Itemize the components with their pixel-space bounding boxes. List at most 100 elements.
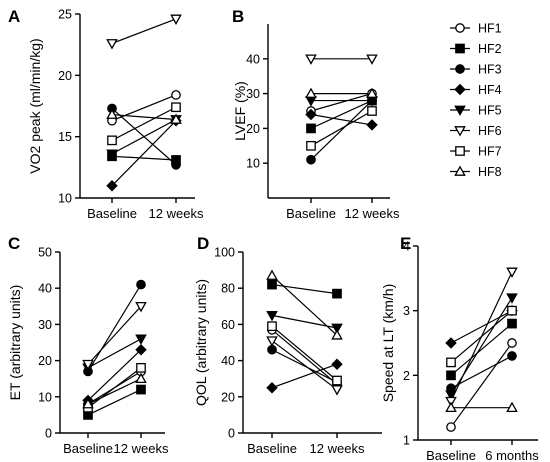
data-point-hf3 (306, 154, 316, 165)
x-category-label: Baseline (286, 206, 336, 221)
panel-letter: B (232, 7, 244, 26)
data-point-hf4 (106, 180, 118, 192)
y-tick-label: 30 (246, 87, 260, 101)
y-tick-label: 60 (221, 318, 235, 332)
series-line-hf8 (111, 113, 177, 121)
series-line-hf3 (271, 349, 338, 383)
data-point-hf1 (446, 422, 456, 432)
panel-c: C 0 10 20 30 40 50 Baseline 12 weeks ET (arbitrar… (7, 234, 169, 456)
x-category-label: 6 months (485, 448, 539, 462)
data-point-hf4 (445, 337, 457, 349)
data-point-hf4 (366, 119, 378, 131)
panel-b: B 10 20 30 40 Baseline 12 weeks LVEF (%) (232, 7, 400, 221)
y-tick-label: 30 (38, 318, 52, 332)
series-line-hf8 (87, 378, 142, 405)
data-point-hf7 (306, 140, 316, 151)
series-line-hf6 (87, 305, 142, 365)
legend-marker-hf1 (455, 23, 465, 33)
data-point-hf7 (332, 375, 342, 386)
series-line-hf4 (87, 349, 142, 401)
series-line-hf2 (271, 283, 338, 295)
legend-label: HF7 (478, 145, 502, 159)
x-category-label: Baseline (426, 448, 476, 462)
series-line-hf1 (271, 329, 338, 385)
data-point-hf3 (267, 344, 277, 355)
y-tick-label: 50 (38, 246, 52, 260)
data-point-hf4 (135, 344, 147, 356)
panel-d: D 0 20 40 60 80 100 Baseline 12 weeks QOL (arbitr… (193, 234, 382, 456)
data-point-hf5 (445, 390, 457, 401)
panel-letter: C (8, 234, 20, 253)
data-point-hf2 (332, 288, 342, 299)
y-tick-label: 40 (246, 52, 260, 66)
y-tick-label: 20 (38, 354, 52, 368)
series-line-hf1 (111, 94, 177, 122)
y-tick-label: 100 (214, 246, 235, 260)
y-axis-label: Speed at LT (km/h) (380, 284, 396, 403)
data-point-hf2 (507, 318, 517, 329)
panel-letter: D (197, 234, 209, 253)
legend-label: HF3 (478, 63, 502, 77)
data-point-hf2 (136, 384, 146, 395)
series-line-hf3 (450, 355, 513, 389)
legend-label: HF4 (478, 83, 502, 97)
y-tick-label: 20 (246, 122, 260, 136)
data-point-hf6 (266, 336, 278, 347)
data-point-hf7 (367, 106, 377, 116)
legend-marker-hf2 (455, 43, 465, 54)
data-point-hf8 (305, 87, 317, 98)
data-point-hf6 (506, 267, 518, 278)
panel-e: E 1 2 3 4 Baseline 6 months Speed at LT (km/h) (380, 234, 539, 462)
series-line-hf4 (111, 120, 177, 187)
data-point-hf6 (366, 54, 378, 65)
y-axis-label: QOL (arbitrary units) (193, 279, 209, 406)
y-tick-label: 3 (403, 304, 410, 318)
panel-letter: E (400, 234, 411, 253)
data-point-hf5 (266, 310, 278, 322)
data-point-hf5 (135, 334, 147, 345)
legend-marker-hf5 (454, 105, 466, 117)
series-line-hf2 (450, 323, 513, 376)
y-tick-label: 4 (403, 240, 410, 254)
data-point-hf6 (331, 385, 343, 396)
series-line-hf4 (450, 310, 513, 344)
y-tick-label: 15 (58, 130, 72, 144)
data-point-hf6 (135, 301, 147, 313)
data-point-hf8 (82, 398, 94, 409)
data-point-hf6 (106, 39, 118, 50)
legend-marker-hf6 (454, 126, 466, 137)
data-point-hf8 (106, 108, 118, 119)
series-line-hf2 (87, 389, 142, 416)
data-point-hf8 (366, 87, 378, 98)
data-point-hf5 (331, 323, 343, 335)
series-line-hf7 (111, 106, 177, 141)
series-line-hf6 (111, 18, 177, 45)
y-tick-label: 25 (58, 8, 72, 22)
series-line-hf1 (450, 342, 513, 428)
y-tick-label: 2 (403, 369, 410, 383)
y-tick-label: 0 (228, 427, 235, 441)
data-point-hf7 (171, 102, 181, 113)
legend: HF1 HF2 HF3 HF4 HF5 HF6 HF7 HF8 (450, 22, 502, 179)
series-line-hf1 (310, 93, 373, 112)
legend-marker-hf3 (455, 64, 465, 74)
data-point-hf3 (136, 279, 146, 290)
x-category-label: 12 weeks (345, 206, 400, 221)
series-line-hf5 (450, 297, 513, 396)
data-point-hf8 (170, 113, 182, 124)
data-point-hf5 (106, 149, 118, 160)
data-point-hf7 (446, 357, 456, 368)
y-axis-label: LVEF (%) (232, 81, 248, 141)
data-point-hf8 (135, 372, 147, 384)
data-point-hf3 (507, 351, 517, 361)
data-point-hf1 (171, 90, 181, 100)
series-line-hf3 (310, 100, 373, 161)
series-line-hf3 (87, 284, 142, 372)
x-category-label: 12 weeks (114, 441, 169, 456)
series-line-hf8 (271, 275, 338, 336)
series-line-hf2 (310, 100, 373, 129)
data-point-hf4 (305, 108, 317, 121)
y-tick-label: 40 (221, 354, 235, 368)
data-point-hf4 (331, 358, 343, 370)
